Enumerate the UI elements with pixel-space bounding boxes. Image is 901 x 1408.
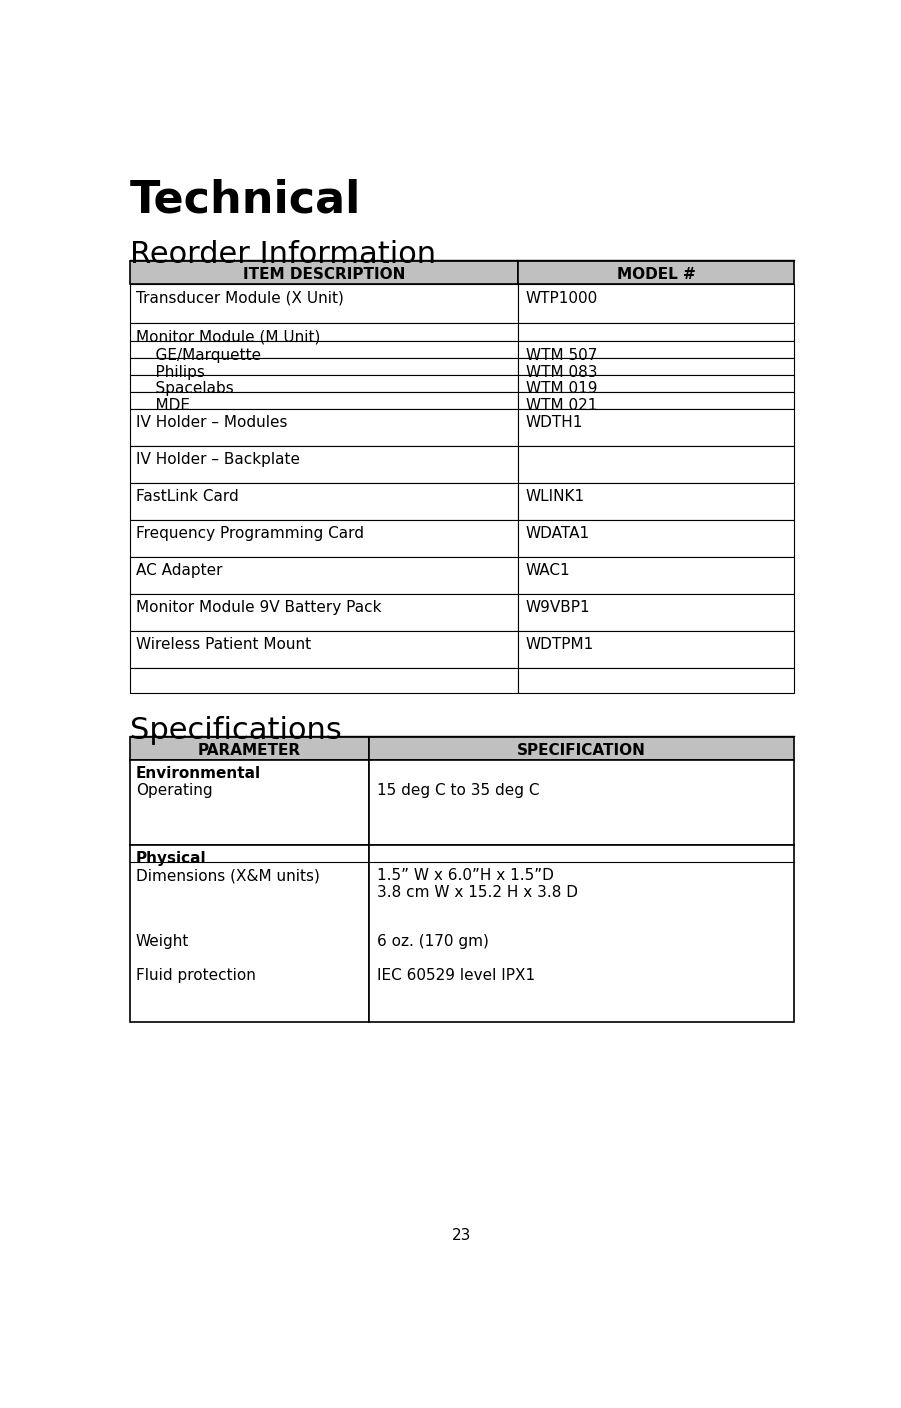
Text: 23: 23 — [452, 1228, 471, 1243]
Text: Dimensions (X&M units): Dimensions (X&M units) — [136, 869, 320, 883]
Text: WDATA1: WDATA1 — [526, 527, 590, 541]
Bar — [130, 410, 518, 446]
Bar — [130, 594, 518, 631]
Bar — [130, 446, 518, 483]
Bar — [130, 284, 518, 322]
Text: Monitor Module (M Unit): Monitor Module (M Unit) — [136, 329, 320, 344]
Bar — [518, 483, 794, 520]
Text: Spacelabs: Spacelabs — [136, 382, 233, 397]
Bar — [518, 520, 794, 558]
Text: Physical: Physical — [136, 852, 206, 866]
Text: WTP1000: WTP1000 — [526, 290, 598, 306]
Text: FastLink Card: FastLink Card — [136, 490, 239, 504]
Bar — [130, 845, 369, 1022]
Text: Technical: Technical — [130, 179, 361, 221]
Bar — [130, 738, 369, 760]
Bar — [518, 359, 794, 376]
Bar — [518, 393, 794, 410]
Text: Philips: Philips — [136, 365, 205, 380]
Text: IEC 60529 level IPX1: IEC 60529 level IPX1 — [377, 969, 534, 983]
Text: WTM 021: WTM 021 — [526, 398, 597, 414]
Text: Specifications: Specifications — [130, 715, 341, 745]
Text: 3.8 cm W x 15.2 H x 3.8 D: 3.8 cm W x 15.2 H x 3.8 D — [377, 886, 578, 900]
Text: Fluid protection: Fluid protection — [136, 969, 256, 983]
Bar — [130, 631, 518, 667]
Bar — [518, 410, 794, 446]
Bar — [130, 262, 518, 284]
Text: Operating: Operating — [136, 783, 213, 798]
Text: Weight: Weight — [136, 934, 189, 949]
Text: WTM 507: WTM 507 — [526, 348, 597, 363]
Bar — [369, 845, 794, 1022]
Text: WTM 019: WTM 019 — [526, 382, 597, 397]
Text: Reorder Information: Reorder Information — [130, 239, 436, 269]
Bar — [130, 667, 518, 693]
Text: AC Adapter: AC Adapter — [136, 563, 223, 579]
Text: MDE: MDE — [136, 398, 190, 414]
Text: WAC1: WAC1 — [526, 563, 570, 579]
Text: 6 oz. (170 gm): 6 oz. (170 gm) — [377, 934, 488, 949]
Text: SPECIFICATION: SPECIFICATION — [517, 742, 646, 758]
Text: WDTH1: WDTH1 — [526, 415, 583, 431]
Text: 1.5” W x 6.0”H x 1.5”D: 1.5” W x 6.0”H x 1.5”D — [377, 869, 553, 883]
Bar — [518, 558, 794, 594]
Text: PARAMETER: PARAMETER — [197, 742, 301, 758]
Bar — [369, 738, 794, 760]
Bar — [130, 342, 518, 359]
Text: ITEM DESCRIPTION: ITEM DESCRIPTION — [242, 266, 405, 282]
Bar — [518, 376, 794, 393]
Text: IV Holder – Backplate: IV Holder – Backplate — [136, 452, 300, 467]
Text: WTM 083: WTM 083 — [526, 365, 597, 380]
Text: Transducer Module (X Unit): Transducer Module (X Unit) — [136, 290, 344, 306]
Text: WDTPM1: WDTPM1 — [526, 636, 595, 652]
Bar — [369, 760, 794, 845]
Bar — [130, 322, 518, 342]
Text: W9VBP1: W9VBP1 — [526, 600, 590, 615]
Bar — [518, 342, 794, 359]
Bar — [518, 631, 794, 667]
Text: MODEL #: MODEL # — [616, 266, 696, 282]
Text: GE/Marquette: GE/Marquette — [136, 348, 261, 363]
Text: Wireless Patient Mount: Wireless Patient Mount — [136, 636, 311, 652]
Bar — [518, 262, 794, 284]
Text: WLINK1: WLINK1 — [526, 490, 585, 504]
Bar — [518, 667, 794, 693]
Bar — [518, 322, 794, 342]
Bar — [130, 359, 518, 376]
Bar — [130, 760, 369, 845]
Text: Environmental: Environmental — [136, 766, 261, 781]
Text: Monitor Module 9V Battery Pack: Monitor Module 9V Battery Pack — [136, 600, 381, 615]
Bar — [518, 594, 794, 631]
Bar — [518, 446, 794, 483]
Bar — [130, 376, 518, 393]
Text: 15 deg C to 35 deg C: 15 deg C to 35 deg C — [377, 783, 539, 798]
Text: Frequency Programming Card: Frequency Programming Card — [136, 527, 364, 541]
Bar — [130, 393, 518, 410]
Bar — [130, 520, 518, 558]
Text: IV Holder – Modules: IV Holder – Modules — [136, 415, 287, 431]
Bar — [130, 483, 518, 520]
Bar — [130, 558, 518, 594]
Bar — [518, 284, 794, 322]
